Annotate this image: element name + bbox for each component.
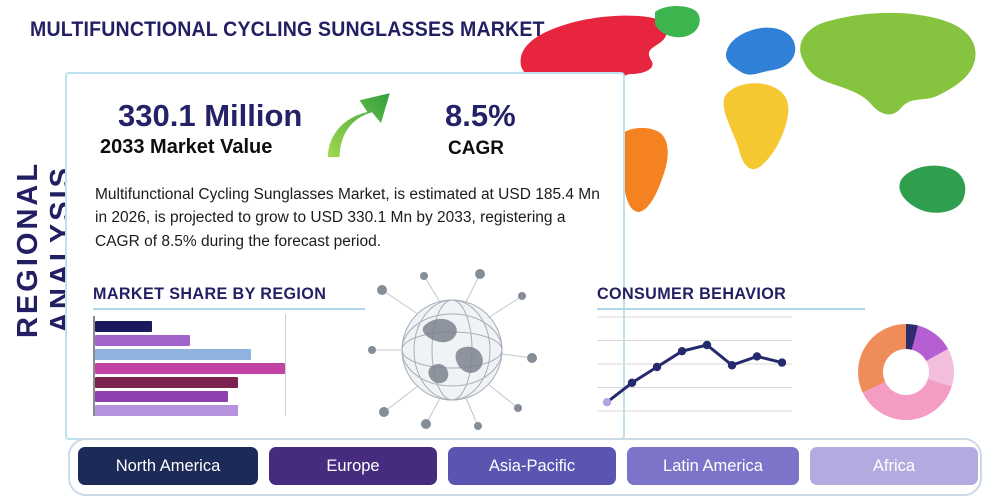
continent-australia	[899, 165, 966, 213]
consumer-behavior-underline	[597, 308, 865, 310]
market-value-label: 2033 Market Value	[100, 136, 273, 158]
region-button-africa[interactable]: Africa	[810, 447, 978, 485]
consumer-behavior-section-title: CONSUMER BEHAVIOR	[597, 284, 787, 303]
island-greenland	[655, 6, 700, 38]
market-share-bar-3	[95, 363, 285, 374]
market-share-bar-5	[95, 391, 228, 402]
world-map	[520, 6, 976, 213]
continent-asia	[800, 12, 976, 115]
region-button-europe[interactable]: Europe	[269, 447, 437, 485]
continent-europe	[725, 27, 796, 75]
page-title: MULTIFUNCTIONAL CYCLING SUNGLASSES MARKE…	[30, 18, 545, 41]
market-share-underline	[93, 308, 365, 310]
region-legend: North America Europe Asia-Pacific Latin …	[78, 447, 978, 485]
market-share-bar-chart	[93, 314, 298, 416]
market-share-bar-0	[95, 321, 152, 332]
market-value-stat: 330.1 Million	[118, 98, 303, 133]
continent-south-america	[613, 127, 668, 212]
continent-africa	[723, 83, 789, 170]
globe-network-graphic	[368, 269, 537, 430]
region-button-latin-america[interactable]: Latin America	[627, 447, 799, 485]
market-share-section-title: MARKET SHARE BY REGION	[93, 284, 327, 303]
continent-north-america	[520, 15, 667, 115]
donut-hole	[883, 349, 929, 395]
market-share-bar-2	[95, 349, 251, 360]
consumer-donut-chart	[858, 324, 954, 420]
region-button-asia-pacific[interactable]: Asia-Pacific	[448, 447, 616, 485]
consumer-behavior-line-chart	[597, 316, 792, 412]
market-description: Multifunctional Cycling Sunglasses Marke…	[95, 186, 600, 250]
cagr-stat: 8.5%	[445, 98, 516, 133]
market-share-bar-4	[95, 377, 238, 388]
bar-chart-gridline	[285, 314, 286, 416]
region-button-north-america[interactable]: North America	[78, 447, 258, 485]
market-share-bar-6	[95, 405, 238, 416]
growth-arrow-icon	[325, 90, 393, 160]
market-share-bar-1	[95, 335, 190, 346]
cagr-label: CAGR	[448, 138, 504, 159]
